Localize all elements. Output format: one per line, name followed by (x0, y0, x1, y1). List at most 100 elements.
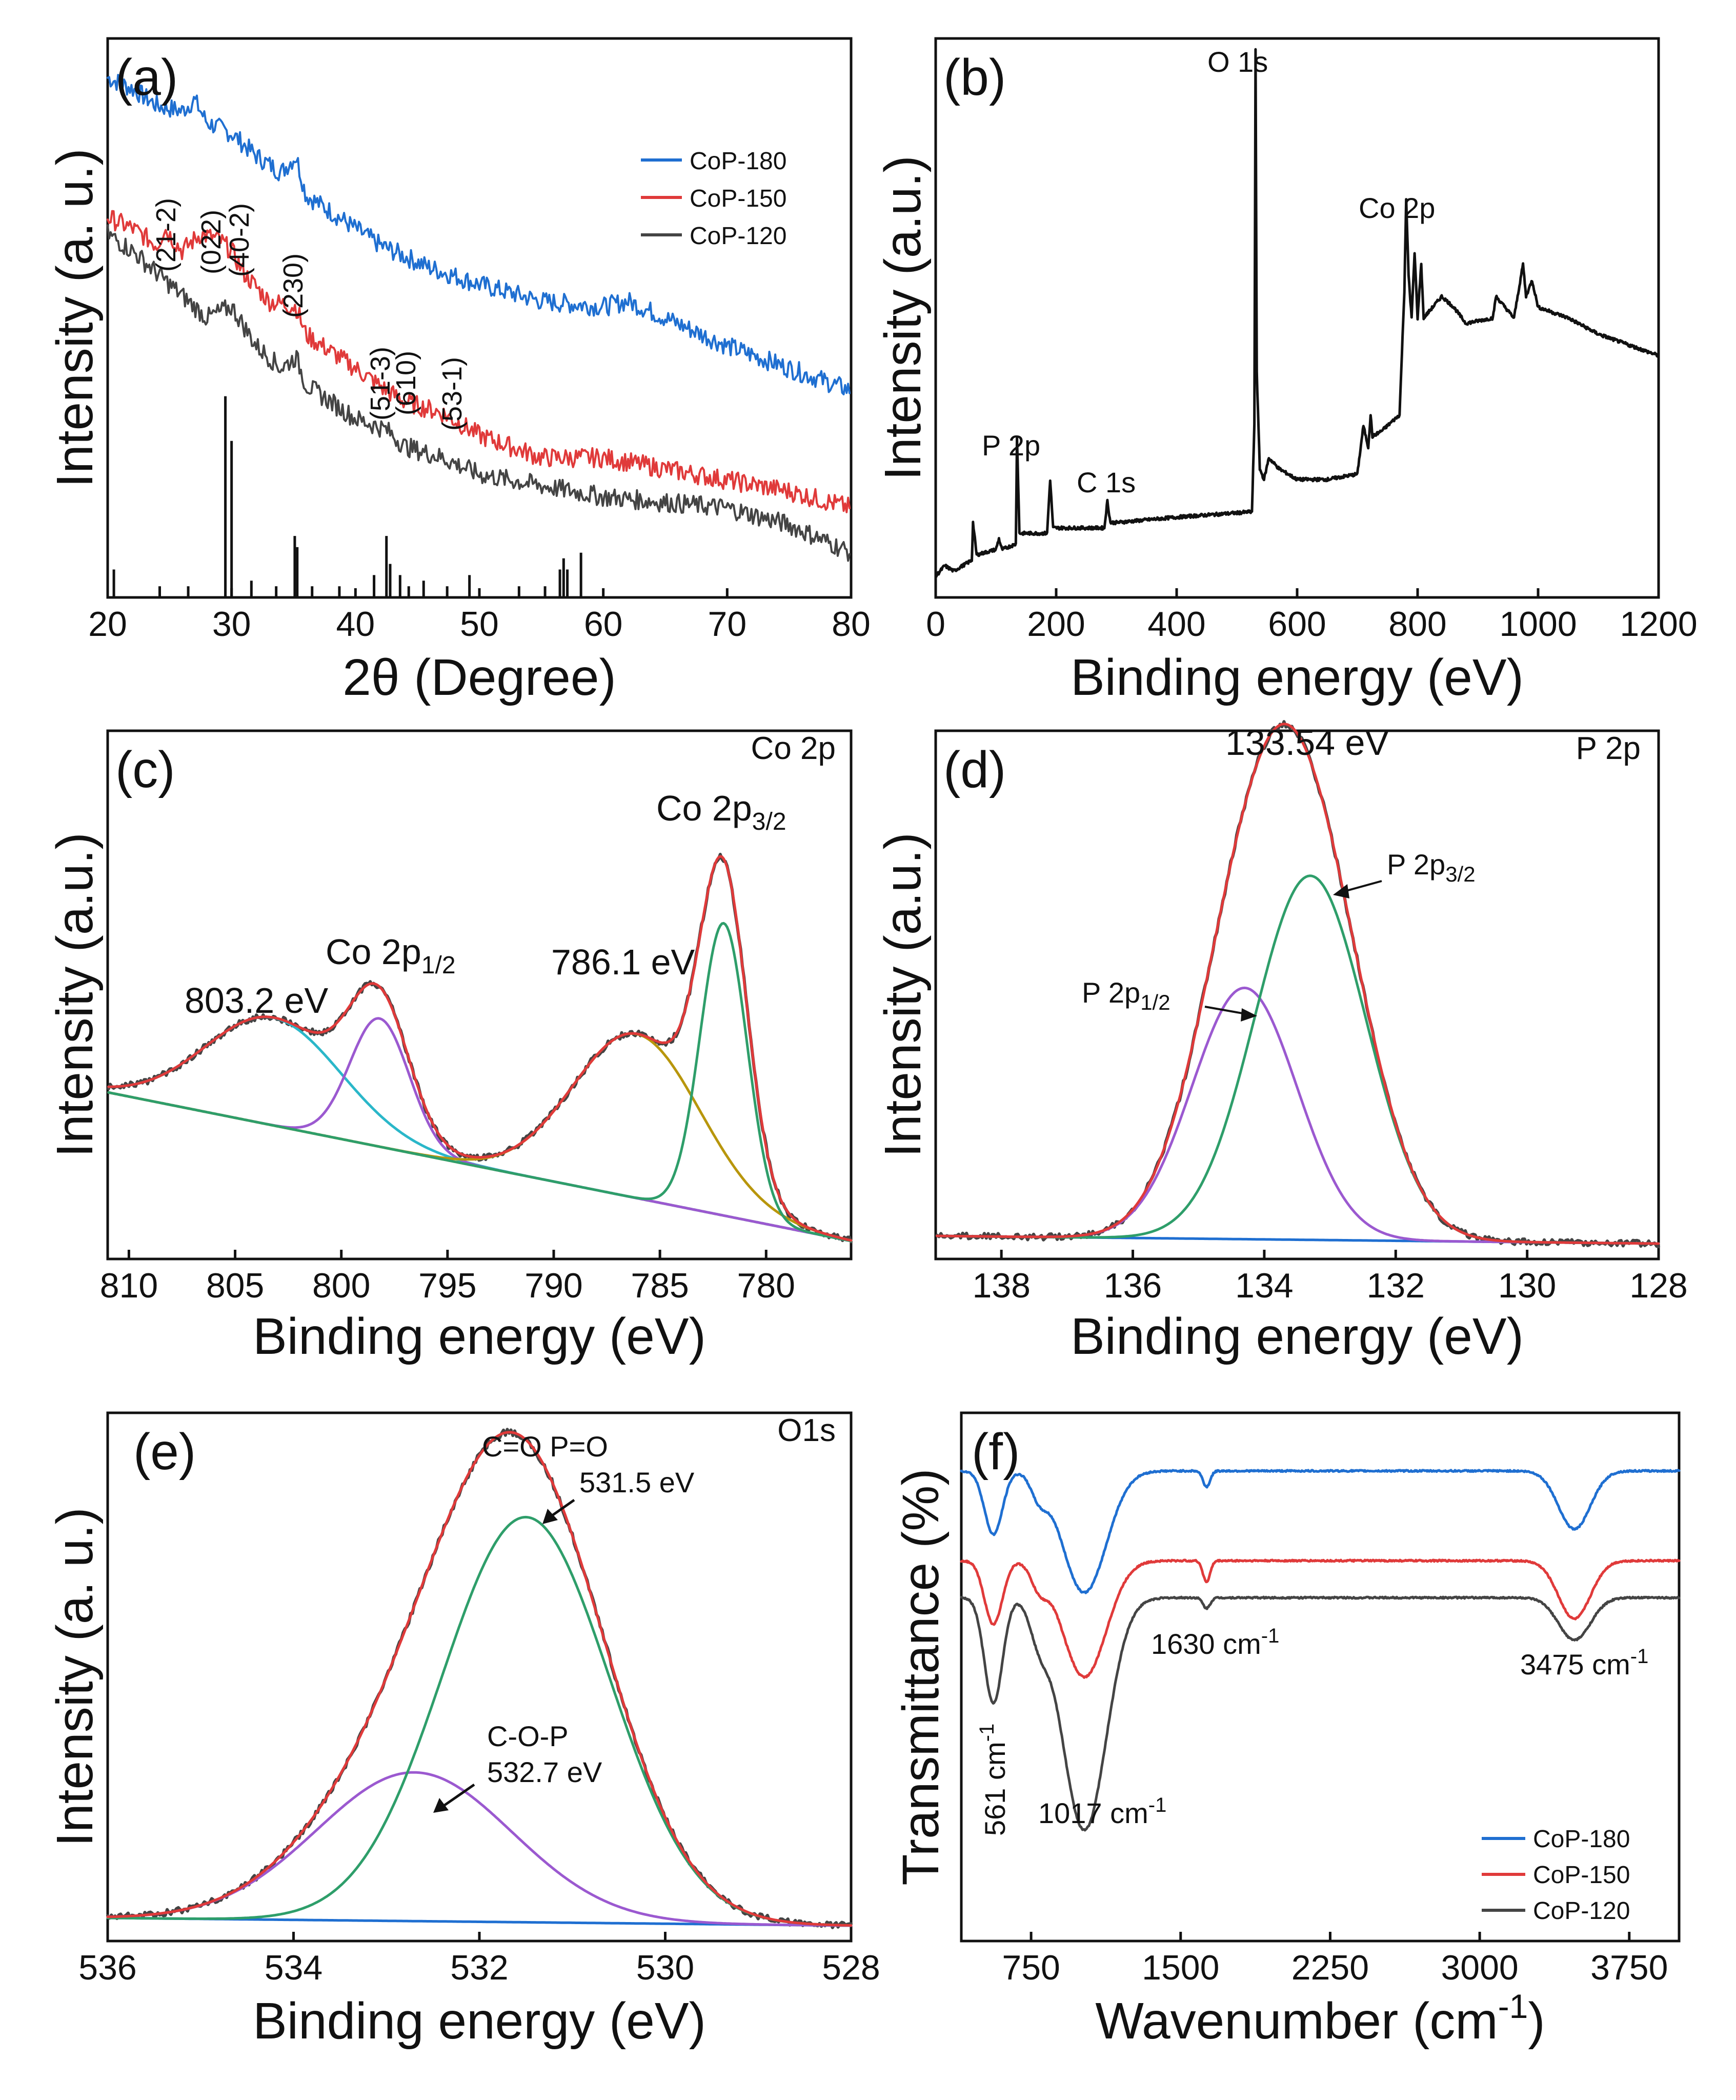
survey-line (934, 48, 1660, 578)
legend-a: CoP-180 CoP-150 CoP-120 (641, 148, 786, 250)
x-tick-label: 3000 (1441, 1948, 1518, 1987)
x-tick-label: 810 (100, 1266, 158, 1305)
x-tick-label: 200 (1027, 605, 1085, 644)
x-tick-label: 750 (1002, 1948, 1060, 1987)
peak-label-p2p32-main: P 2p (1387, 848, 1445, 881)
series-c (107, 852, 853, 1244)
x-tick-label: 128 (1629, 1266, 1687, 1305)
panel-a: 20 30 40 50 60 70 80 (a) 2θ (Degree) Intensity… (46, 37, 871, 706)
hkl-label: (230) (278, 253, 309, 318)
panel-label-e: (e) (133, 1423, 196, 1481)
peak-label-co2p32-sub: 3/2 (752, 808, 786, 835)
panel-b: 0 200 400 600 800 1000 1200 (b) Binding energy… (874, 37, 1698, 706)
peak-label-co2p32: Co 2p3/2 (656, 788, 786, 835)
corner-label-c: Co 2p (751, 731, 836, 766)
x-tick-label: 134 (1235, 1266, 1293, 1305)
series-f (960, 1469, 1681, 1832)
x-axis-title-e: Binding energy (eV) (253, 1992, 706, 2050)
xrd-line-cop-150 (107, 210, 851, 513)
component-co-2p3-2 (107, 922, 853, 1243)
x-tick-label: 80 (832, 605, 871, 644)
series-b (934, 48, 1660, 578)
panel-label-d: (d) (943, 741, 1006, 798)
panel-label-b: (b) (943, 49, 1006, 106)
component-803-2-peak (107, 1015, 853, 1243)
series-e (106, 1428, 853, 1929)
peak-label-803: 803.2 eV (185, 981, 329, 1021)
x-tick-label: 800 (312, 1266, 370, 1305)
y-axis-title-f: Transmittance (%) (892, 1468, 950, 1885)
band-label-1630-main: 1630 cm (1151, 1628, 1261, 1660)
peak-label-5327: 532.7 eV (487, 1756, 602, 1788)
plot-frame-c (106, 729, 853, 1261)
panel-e: 536 534 532 530 528 (e) O1s Binding energy (… (46, 1411, 880, 2050)
legend-label-cop-180: CoP-180 (1533, 1826, 1630, 1853)
band-label-3475: 3475 cm-1 (1520, 1645, 1648, 1681)
legend-label-cop-180: CoP-180 (690, 148, 786, 175)
legend-label-cop-120: CoP-120 (1533, 1897, 1630, 1925)
x-tick-label: 536 (78, 1948, 136, 1987)
band-label-3475-sup: -1 (1630, 1645, 1649, 1668)
hkl-label: (610) (391, 351, 421, 415)
x-tick-label: 2250 (1291, 1948, 1369, 1987)
panel-f: 750 1500 2250 3000 3750 (f) Wavenumber (cm-1… (892, 1411, 1681, 2050)
ticks-b: 0 200 400 600 800 1000 1200 (926, 588, 1698, 644)
x-tick-label: 795 (418, 1266, 476, 1305)
panel-label-f: (f) (972, 1423, 1020, 1481)
x-tick-label: 534 (265, 1948, 322, 1987)
legend-f: CoP-180 CoP-150 CoP-120 (1482, 1826, 1630, 1925)
component-p-2p1-2 (936, 986, 1660, 1245)
series-d (935, 720, 1660, 1248)
x-tick-label: 136 (1104, 1266, 1162, 1305)
x-tick-label: 0 (926, 605, 945, 644)
hkl-label: (40-2) (224, 203, 255, 277)
peak-label-co2p12-main: Co 2p (326, 932, 421, 972)
peak-label-p2p12-main: P 2p (1082, 976, 1140, 1009)
peak-label-5315: 531.5 eV (579, 1466, 695, 1498)
x-tick-label: 785 (631, 1266, 689, 1305)
ticks-e: 536 534 532 530 528 (78, 1932, 880, 1987)
reference-sticks-a (112, 396, 582, 597)
x-tick-label: 1200 (1620, 605, 1697, 644)
panel-label-a: (a) (115, 49, 178, 106)
y-axis-title-c: Intensity (a.u.) (46, 832, 104, 1157)
y-axis-title-b: Intensity (a.u.) (874, 155, 932, 481)
panel-d: 138 136 134 132 130 128 (d) P 2p Binding ener… (874, 720, 1688, 1365)
peak-label-co2p12-sub: 1/2 (421, 952, 456, 979)
ftir-line-cop-120 (960, 1595, 1681, 1832)
x-tick-label: 50 (460, 605, 499, 644)
peak-label-p2p32-sub: 3/2 (1445, 862, 1475, 886)
band-label-1630: 1630 cm-1 (1151, 1625, 1279, 1660)
x-tick-label: 528 (822, 1948, 880, 1987)
x-tick-label: 130 (1498, 1266, 1556, 1305)
component-786-1-peak (107, 1032, 853, 1242)
x-tick-label: 30 (212, 605, 251, 644)
x-tick-label: 800 (1388, 605, 1446, 644)
peak-label-c1s: C 1s (1077, 466, 1136, 498)
band-label-1017: 1017 cm-1 (1038, 1794, 1166, 1829)
xrd-line-cop-120 (107, 224, 851, 562)
x-tick-label: 600 (1268, 605, 1326, 644)
hkl-label: (022) (196, 210, 227, 274)
x-axis-title-f-end: ) (1528, 1992, 1545, 2050)
peak-label-p2p12: P 2p1/2 (1082, 976, 1170, 1014)
plot-frame-d (934, 729, 1660, 1261)
hkl-label: (51-3) (365, 347, 396, 421)
peak-label-co2p: Co 2p (1359, 192, 1435, 224)
arrow-p2p12 (1204, 1006, 1249, 1015)
x-tick-label: 1000 (1499, 605, 1577, 644)
raw-data-line (107, 852, 853, 1244)
component-c-o-p (106, 1771, 853, 1927)
x-tick-label: 805 (206, 1266, 264, 1305)
raw-data-line (935, 720, 1660, 1248)
legend-label-cop-150: CoP-150 (1533, 1862, 1630, 1889)
y-axis-title-d: Intensity (a.u.) (874, 832, 932, 1157)
peak-label-p2p12-sub: 1/2 (1140, 990, 1170, 1014)
peak-label-cop: C-O-P (487, 1720, 569, 1752)
legend-label-cop-150: CoP-150 (690, 185, 786, 212)
arrowhead-5327 (433, 1798, 449, 1813)
x-axis-title-a: 2θ (Degree) (342, 649, 616, 706)
corner-label-d: P 2p (1576, 731, 1641, 766)
y-axis-title-a: Intensity (a. u.) (46, 148, 104, 487)
peak-label-co-po: C=O P=O (482, 1430, 608, 1463)
